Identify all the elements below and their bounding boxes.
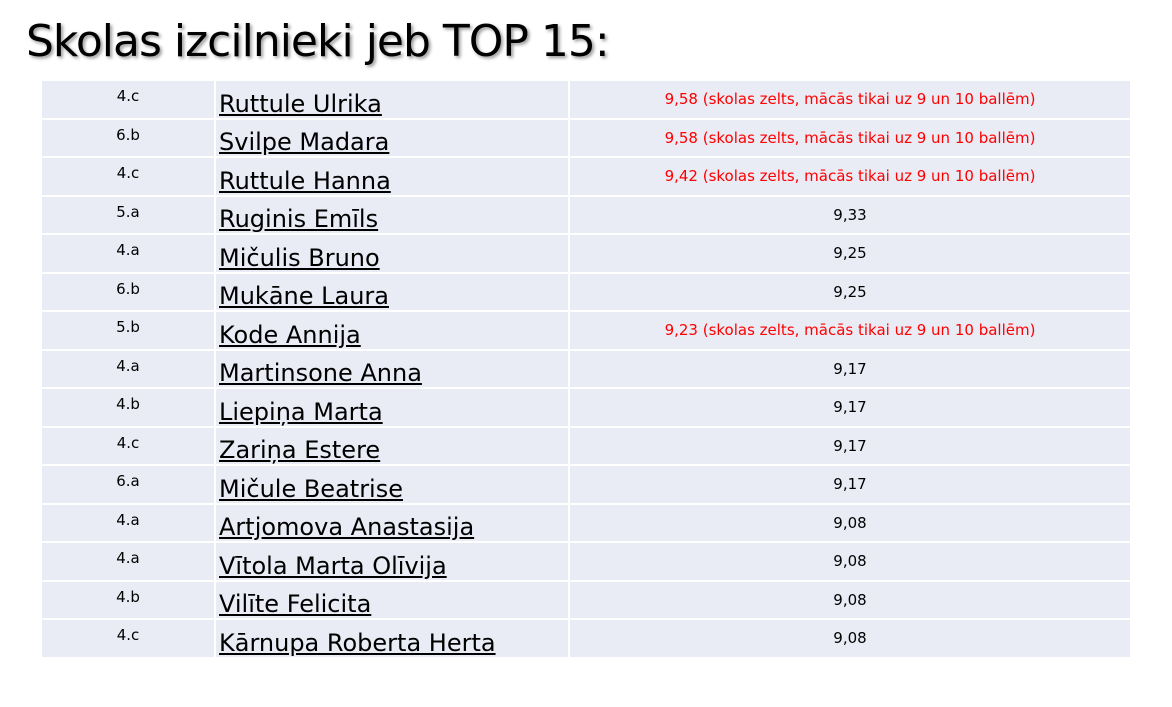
name-cell: Ruttule Ulrika [214, 79, 570, 120]
name-cell: Mičulis Bruno [214, 233, 570, 274]
name-cell: Liepiņa Marta [214, 387, 570, 428]
class-cell: 4.c [40, 425, 216, 466]
score-cell: 9,58 (skolas zelts, mācās tikai uz 9 un … [568, 117, 1132, 158]
table-row: 6.b Mukāne Laura 9,25 [40, 271, 1132, 312]
name-cell: Mukāne Laura [214, 271, 570, 312]
table-row: 6.b Svilpe Madara 9,58 (skolas zelts, mācā… [40, 117, 1132, 158]
class-cell: 6.b [40, 117, 216, 158]
score-cell: 9,08 [568, 618, 1132, 659]
score-cell: 9,17 [568, 425, 1132, 466]
name-cell: Vītola Marta Olīvija [214, 541, 570, 582]
top-table: 4.c Ruttule Ulrika 9,58 (skolas zelts, māc… [40, 79, 1132, 659]
score-cell: 9,08 [568, 502, 1132, 543]
class-cell: 4.a [40, 541, 216, 582]
table-row: 4.b Vilīte Felicita 9,08 [40, 579, 1132, 620]
score-cell: 9,17 [568, 464, 1132, 505]
table-row: 4.a Artjomova Anastasija 9,08 [40, 502, 1132, 543]
table-row: 4.a Vītola Marta Olīvija 9,08 [40, 541, 1132, 582]
score-cell: 9,42 (skolas zelts, mācās tikai uz 9 un … [568, 156, 1132, 197]
score-cell: 9,08 [568, 579, 1132, 620]
class-cell: 4.b [40, 579, 216, 620]
name-cell: Kārnupa Roberta Herta [214, 618, 570, 659]
class-cell: 4.a [40, 233, 216, 274]
score-cell: 9,17 [568, 348, 1132, 389]
table-row: 5.b Kode Annija 9,23 (skolas zelts, mācās … [40, 310, 1132, 351]
score-cell: 9,58 (skolas zelts, mācās tikai uz 9 un … [568, 79, 1132, 120]
name-cell: Zariņa Estere [214, 425, 570, 466]
name-cell: Svilpe Madara [214, 117, 570, 158]
score-cell: 9,33 [568, 194, 1132, 235]
table-row: 4.c Kārnupa Roberta Herta 9,08 [40, 618, 1132, 659]
class-cell: 6.a [40, 464, 216, 505]
table-row: 5.a Ruginis Emīls 9,33 [40, 194, 1132, 235]
table-row: 4.b Liepiņa Marta 9,17 [40, 387, 1132, 428]
table-row: 6.a Mičule Beatrise 9,17 [40, 464, 1132, 505]
name-cell: Vilīte Felicita [214, 579, 570, 620]
score-cell: 9,17 [568, 387, 1132, 428]
class-cell: 6.b [40, 271, 216, 312]
score-cell: 9,08 [568, 541, 1132, 582]
table-row: 4.a Mičulis Bruno 9,25 [40, 233, 1132, 274]
class-cell: 4.a [40, 348, 216, 389]
table-row: 4.a Martinsone Anna 9,17 [40, 348, 1132, 389]
class-cell: 5.a [40, 194, 216, 235]
table-row: 4.c Ruttule Hanna 9,42 (skolas zelts, mācā… [40, 156, 1132, 197]
class-cell: 4.b [40, 387, 216, 428]
name-cell: Ruttule Hanna [214, 156, 570, 197]
table-row: 4.c Zariņa Estere 9,17 [40, 425, 1132, 466]
class-cell: 4.c [40, 156, 216, 197]
name-cell: Artjomova Anastasija [214, 502, 570, 543]
class-cell: 4.c [40, 79, 216, 120]
table-row: 4.c Ruttule Ulrika 9,58 (skolas zelts, māc… [40, 79, 1132, 120]
class-cell: 5.b [40, 310, 216, 351]
name-cell: Kode Annija [214, 310, 570, 351]
title: Skolas izcilnieki jeb TOP 15: [26, 16, 610, 67]
score-cell: 9,23 (skolas zelts, mācās tikai uz 9 un … [568, 310, 1132, 351]
class-cell: 4.c [40, 618, 216, 659]
name-cell: Ruginis Emīls [214, 194, 570, 235]
score-cell: 9,25 [568, 271, 1132, 312]
class-cell: 4.a [40, 502, 216, 543]
table-body: 4.c Ruttule Ulrika 9,58 (skolas zelts, māc… [40, 79, 1132, 659]
name-cell: Martinsone Anna [214, 348, 570, 389]
name-cell: Mičule Beatrise [214, 464, 570, 505]
score-cell: 9,25 [568, 233, 1132, 274]
